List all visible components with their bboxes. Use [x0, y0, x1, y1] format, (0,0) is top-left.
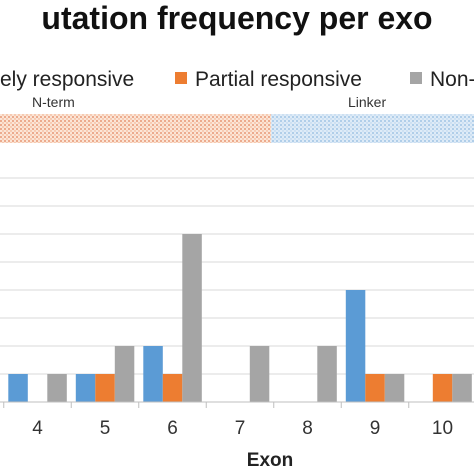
bar-exon-6-series-2	[162, 374, 183, 402]
domain-track: N-term Linker	[0, 94, 474, 143]
bar-exon-6-series-3	[182, 234, 202, 402]
domain-bar-nterm	[0, 114, 271, 143]
bar-exon-6-series-1	[143, 346, 163, 402]
bar-exon-10-series-3	[452, 374, 472, 402]
domain-label-nterm: N-term	[32, 94, 75, 110]
x-tick-labels: 34567891011	[32, 418, 453, 439]
x-tick-label-6: 6	[167, 418, 178, 439]
x-tick-label-7: 7	[235, 418, 246, 439]
bar-exon-8-series-3	[317, 346, 337, 402]
x-tick-label-8: 8	[302, 418, 313, 439]
x-tick-label-4: 4	[32, 418, 43, 439]
legend-label-series-3: Non-	[430, 68, 474, 91]
bar-exon-10-series-2	[432, 374, 453, 402]
gridlines	[0, 177, 474, 375]
x-tick-label-9: 9	[370, 418, 381, 439]
bars	[8, 234, 472, 402]
legend-swatch-series-3	[410, 72, 422, 84]
x-tick-label-5: 5	[100, 418, 111, 439]
bar-exon-5-series-2	[95, 374, 115, 402]
bar-exon-4-series-1	[8, 374, 28, 402]
bar-exon-4-series-3	[47, 374, 67, 402]
bar-exon-7-series-3	[249, 346, 270, 402]
domain-label-linker: Linker	[348, 94, 386, 110]
x-tick-marks	[3, 402, 410, 408]
bar-exon-9-series-1	[345, 290, 366, 402]
legend-label-series-1: ely responsive	[0, 68, 134, 91]
legend-swatch-series-2	[175, 72, 187, 84]
bar-exon-9-series-2	[365, 374, 385, 402]
chart-title: utation frequency per exo	[41, 0, 432, 36]
bar-exon-5-series-3	[114, 346, 135, 402]
bar-exon-9-series-3	[384, 374, 405, 402]
x-tick-label-10: 10	[432, 418, 453, 439]
x-axis-title: Exon	[247, 450, 293, 471]
legend-label-series-2: Partial responsive	[195, 68, 362, 91]
legend: ely responsive Partial responsive Non-	[0, 68, 474, 91]
bar-exon-5-series-1	[75, 374, 96, 402]
domain-bar-linker	[271, 114, 474, 143]
